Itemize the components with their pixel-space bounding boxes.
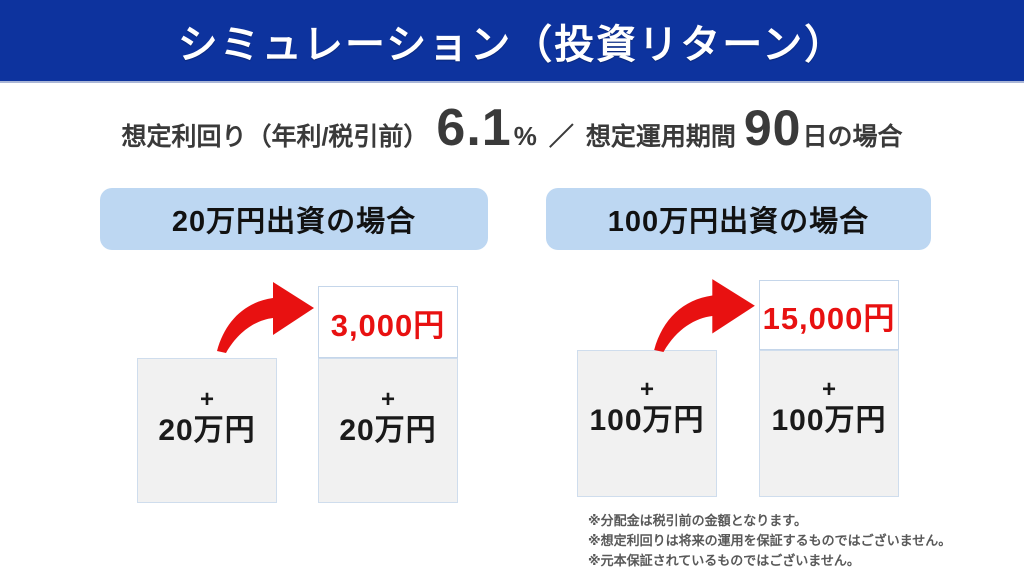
case-header-1m: 100万円出資の場合: [546, 188, 931, 250]
period-suffix: 日の場合: [802, 123, 903, 151]
footnote-line: ※元本保証されているものではございません。: [588, 553, 860, 568]
principal-box-before: + 20万円: [137, 358, 277, 503]
period-value: 90: [743, 100, 802, 156]
yield-label: 想定利回り（年利/税引前）: [121, 123, 429, 151]
yield-value: 6.1: [436, 99, 512, 157]
period-label: 想定運用期間: [585, 123, 736, 151]
disclaimer-footnotes: ※分配金は税引前の金額となります。 ※想定利回りは将来の運用を保証するものではご…: [588, 511, 951, 571]
plus-label: +: [199, 386, 214, 413]
plus-label: +: [639, 376, 654, 403]
return-amount: 15,000円: [762, 300, 896, 336]
return-amount: 3,000円: [330, 307, 446, 343]
page-title: シミュレーション（投資リターン）: [177, 22, 847, 67]
footnote-line: ※分配金は税引前の金額となります。: [588, 513, 807, 528]
principal-amount: 20万円: [158, 414, 256, 447]
footnote-line: ※想定利回りは将来の運用を保証するものではございません。: [588, 533, 952, 548]
principal-box-after: + 20万円: [318, 358, 458, 503]
assumptions-line: 想定利回り（年利/税引前） 6.1 % ／ 想定運用期間 90 日の場合: [0, 98, 1024, 168]
curved-arrow-icon: [650, 276, 758, 352]
header-bar: シミュレーション（投資リターン）: [0, 0, 1024, 83]
plus-label: +: [821, 376, 836, 403]
principal-amount: 100万円: [589, 404, 705, 437]
principal-box-after: + 100万円: [759, 350, 899, 497]
plus-label: +: [380, 386, 395, 413]
case-header-label: 100万円出資の場合: [607, 206, 870, 238]
yield-unit: %: [513, 121, 537, 151]
case-header-200k: 20万円出資の場合: [100, 188, 488, 250]
principal-amount: 20万円: [339, 414, 437, 447]
return-box: 15,000円: [759, 280, 899, 350]
curved-arrow-icon: [213, 279, 317, 353]
principal-amount: 100万円: [771, 404, 887, 437]
principal-box-before: + 100万円: [577, 350, 717, 497]
case-header-label: 20万円出資の場合: [171, 206, 417, 238]
separator-slash: ／: [548, 123, 574, 151]
return-box: 3,000円: [318, 286, 458, 358]
